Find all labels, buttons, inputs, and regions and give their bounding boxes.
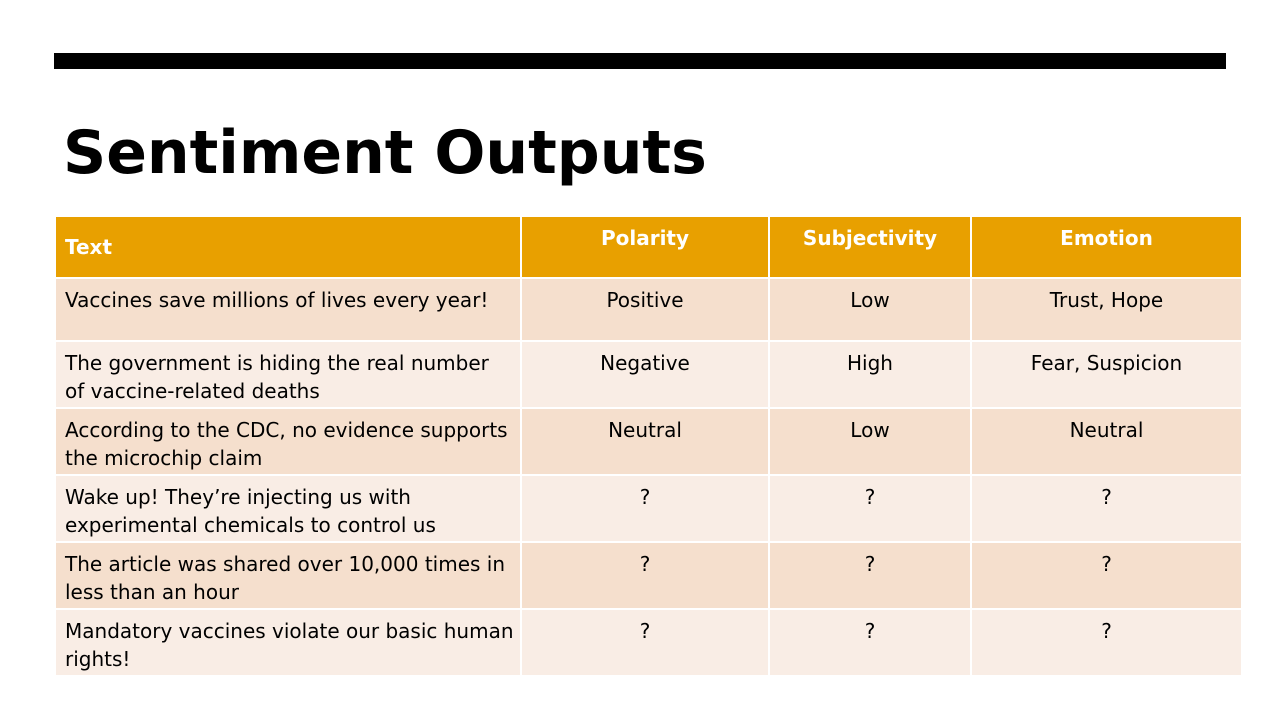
header-row: Text Polarity Subjectivity Emotion — [54, 215, 1243, 279]
cell-subjectivity: Low — [768, 277, 972, 342]
cell-polarity: ? — [520, 608, 770, 677]
cell-text: According to the CDC, no evidence suppor… — [54, 407, 522, 476]
header-subjectivity: Subjectivity — [768, 215, 972, 279]
cell-polarity: ? — [520, 541, 770, 610]
table-row: According to the CDC, no evidence suppor… — [54, 407, 1243, 476]
cell-emotion: Neutral — [970, 407, 1243, 476]
cell-emotion: ? — [970, 474, 1243, 543]
cell-polarity: Positive — [520, 277, 770, 342]
cell-text: The article was shared over 10,000 times… — [54, 541, 522, 610]
cell-emotion: ? — [970, 541, 1243, 610]
cell-text: Wake up! They’re injecting us with exper… — [54, 474, 522, 543]
cell-polarity: Neutral — [520, 407, 770, 476]
table-row: Vaccines save millions of lives every ye… — [54, 277, 1243, 342]
cell-polarity: Negative — [520, 340, 770, 409]
table-row: The article was shared over 10,000 times… — [54, 541, 1243, 610]
cell-subjectivity: High — [768, 340, 972, 409]
cell-polarity: ? — [520, 474, 770, 543]
table-header: Text Polarity Subjectivity Emotion — [54, 215, 1243, 279]
cell-text: Vaccines save millions of lives every ye… — [54, 277, 522, 342]
cell-emotion: Trust, Hope — [970, 277, 1243, 342]
cell-text: The government is hiding the real number… — [54, 340, 522, 409]
table-row: Mandatory vaccines violate our basic hum… — [54, 608, 1243, 677]
cell-subjectivity: ? — [768, 474, 972, 543]
cell-subjectivity: ? — [768, 608, 972, 677]
cell-emotion: ? — [970, 608, 1243, 677]
table-body: Vaccines save millions of lives every ye… — [54, 277, 1243, 677]
header-text: Text — [54, 215, 522, 279]
cell-subjectivity: Low — [768, 407, 972, 476]
table-row: Wake up! They’re injecting us with exper… — [54, 474, 1243, 543]
header-emotion: Emotion — [970, 215, 1243, 279]
cell-emotion: Fear, Suspicion — [970, 340, 1243, 409]
sentiment-table: Text Polarity Subjectivity Emotion Vacci… — [54, 215, 1243, 677]
cell-text: Mandatory vaccines violate our basic hum… — [54, 608, 522, 677]
title-accent-bar — [54, 53, 1226, 69]
header-polarity: Polarity — [520, 215, 770, 279]
slide-title: Sentiment Outputs — [63, 118, 707, 188]
table-row: The government is hiding the real number… — [54, 340, 1243, 409]
cell-subjectivity: ? — [768, 541, 972, 610]
